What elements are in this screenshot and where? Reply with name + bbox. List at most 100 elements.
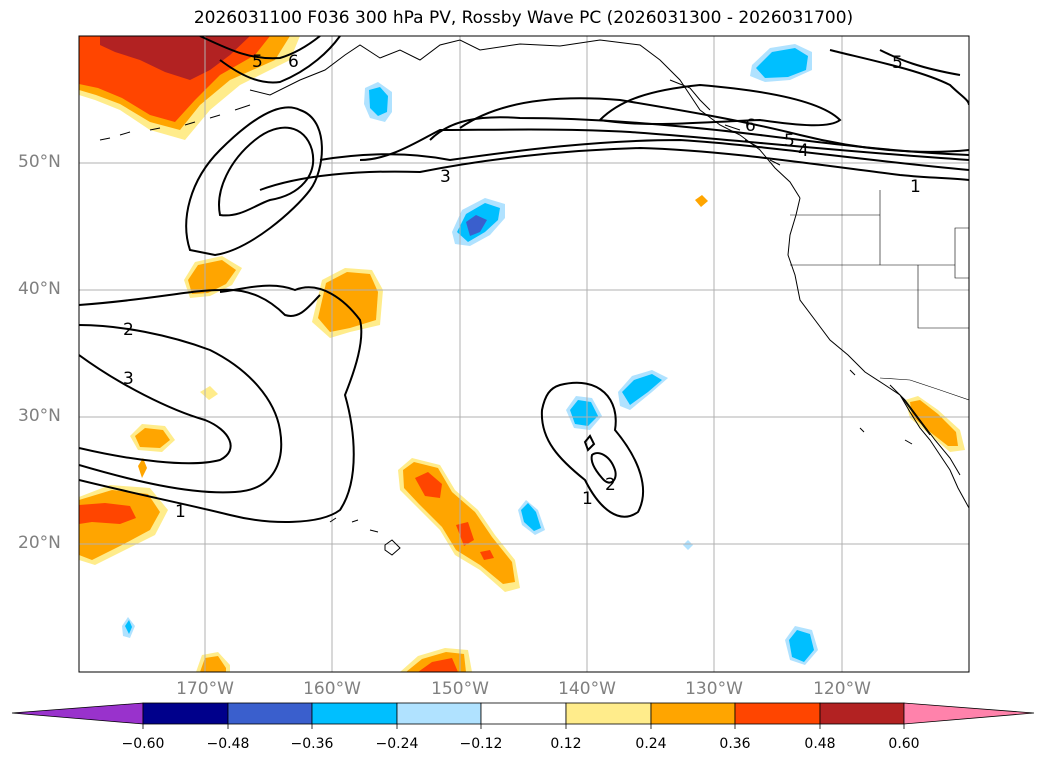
contour-jet-1 — [259, 146, 969, 191]
contour-3-gulf — [185, 106, 323, 257]
colorbar-bin — [142, 702, 229, 725]
cool-anomaly-alaska-gulf-core — [369, 87, 388, 116]
contour-closed-small — [583, 434, 596, 452]
baja-peninsula — [889, 384, 961, 476]
colorbar-tick-label: −0.60 — [121, 736, 165, 752]
lon-label-120w: 120°W — [813, 679, 871, 699]
bc-islands — [669, 79, 781, 166]
colorbar-tick-label: −0.24 — [375, 736, 419, 752]
colorbar-tick-label: 0.12 — [550, 736, 582, 752]
contour-jet-3 — [359, 128, 969, 161]
warm-anomaly-176w-core — [135, 428, 170, 448]
pv-contours — [79, 36, 969, 523]
contour-2-west — [79, 288, 321, 494]
aleutian-islands — [99, 104, 251, 141]
colorbar-tick-label: −0.12 — [459, 736, 503, 752]
map-title: 2026031100 F036 300 hPa PV, Rossby Wave … — [193, 8, 854, 28]
colorbar-bin — [565, 702, 652, 725]
contour-jet-5 — [459, 97, 969, 153]
graticule — [79, 36, 969, 672]
cool-anomaly-northeast-core — [756, 48, 808, 78]
contour-label: 1 — [582, 489, 593, 509]
cool-anomaly-tiny — [683, 540, 693, 550]
contour-label: 4 — [798, 141, 809, 161]
colorbar-tick-marks — [142, 724, 905, 729]
north-america-coast — [787, 197, 969, 509]
cool-anomaly-136w-core — [622, 374, 662, 405]
contour-label: 1 — [910, 177, 921, 197]
contour-north-loop — [597, 83, 842, 127]
contour-label: 2 — [123, 320, 134, 340]
contour-1-west — [79, 284, 363, 523]
plot-area: 6 5 3 2 3 1 6 5 4 1 1 2 5 — [79, 36, 969, 672]
colorbar-extend-max — [903, 702, 1035, 725]
lon-label-130w: 130°W — [685, 679, 743, 699]
contour-label: 3 — [123, 369, 134, 389]
contour-northwest-6 — [199, 36, 341, 84]
map-frame — [78, 35, 970, 673]
cool-anomaly-southeast-core — [789, 630, 814, 662]
colorbar-tick-label: 0.24 — [635, 736, 667, 752]
colorbar-extend-min — [11, 702, 144, 725]
colorbar-bin — [819, 702, 905, 725]
warm-anomaly-158w-core — [318, 272, 378, 332]
lat-label-30n: 30°N — [18, 406, 61, 426]
colorbar-bin — [480, 702, 567, 725]
colorbar-bin — [311, 702, 398, 725]
lon-label-150w: 150°W — [431, 679, 489, 699]
warm-anomaly-west-edge-strong — [79, 503, 136, 524]
warm-anomaly-south-a-core — [200, 656, 226, 672]
warm-anomaly-thin — [138, 458, 147, 478]
contour-4-gulf — [218, 126, 315, 217]
contour-labels: 6 5 3 2 3 1 6 5 4 1 1 2 5 — [123, 52, 921, 522]
lon-label-160w: 160°W — [303, 679, 361, 699]
colorbar-bin — [650, 702, 736, 725]
warm-anomaly-streak-strong-c — [480, 550, 494, 560]
lon-label-140w: 140°W — [558, 679, 616, 699]
state-border-or-wa — [790, 190, 969, 329]
alaska-coast — [249, 39, 801, 199]
colorbar-bin — [734, 702, 821, 725]
warm-anomaly-northwest-max — [100, 36, 250, 80]
mexico-border — [879, 377, 969, 401]
colorbar — [11, 702, 1035, 729]
lat-label-40n: 40°N — [18, 279, 61, 299]
baja-islands — [849, 369, 913, 445]
warm-anomaly-170w-core — [188, 260, 236, 294]
hawaii-islands — [329, 517, 401, 556]
contour-label: 2 — [605, 475, 616, 495]
colorbar-tick-label: −0.36 — [290, 736, 334, 752]
warm-anomaly-streak-strong-a — [415, 472, 442, 498]
warm-anomaly-speck — [695, 195, 708, 207]
contour-jet-2 — [319, 138, 969, 171]
cool-anomaly-141w-core — [570, 400, 598, 426]
contour-closed-1 — [540, 381, 645, 518]
warm-anomaly-baja-core — [910, 400, 958, 446]
lat-label-20n: 20°N — [18, 533, 61, 553]
cool-anomaly-central-strong — [466, 215, 487, 236]
colorbar-tick-label: 0.48 — [804, 736, 836, 752]
colorbar-tick-label: −0.48 — [206, 736, 250, 752]
contour-label: 5 — [892, 53, 903, 73]
colorbar-tick-label: 0.36 — [719, 736, 751, 752]
contour-label: 6 — [745, 116, 756, 136]
lon-label-170w: 170°W — [176, 679, 234, 699]
contour-label: 5 — [784, 131, 795, 151]
coastlines — [99, 39, 969, 556]
contour-northeast — [829, 49, 969, 106]
contour-3-west — [79, 354, 232, 465]
cool-anomaly-southwest-core — [125, 620, 132, 634]
colorbar-bin — [227, 702, 313, 725]
contour-label: 3 — [440, 167, 451, 187]
plot-background — [79, 36, 969, 672]
contour-label: 5 — [252, 52, 263, 72]
contour-label: 6 — [288, 52, 299, 72]
lat-label-50n: 50°N — [18, 152, 61, 172]
warm-anomaly-south-b-strong — [418, 658, 458, 672]
colorbar-bin — [396, 702, 482, 725]
anomaly-shading — [79, 36, 965, 672]
colorbar-tick-label: 0.60 — [888, 736, 920, 752]
contour-closed-2 — [590, 452, 617, 484]
cool-anomaly-145w-core — [521, 503, 541, 531]
